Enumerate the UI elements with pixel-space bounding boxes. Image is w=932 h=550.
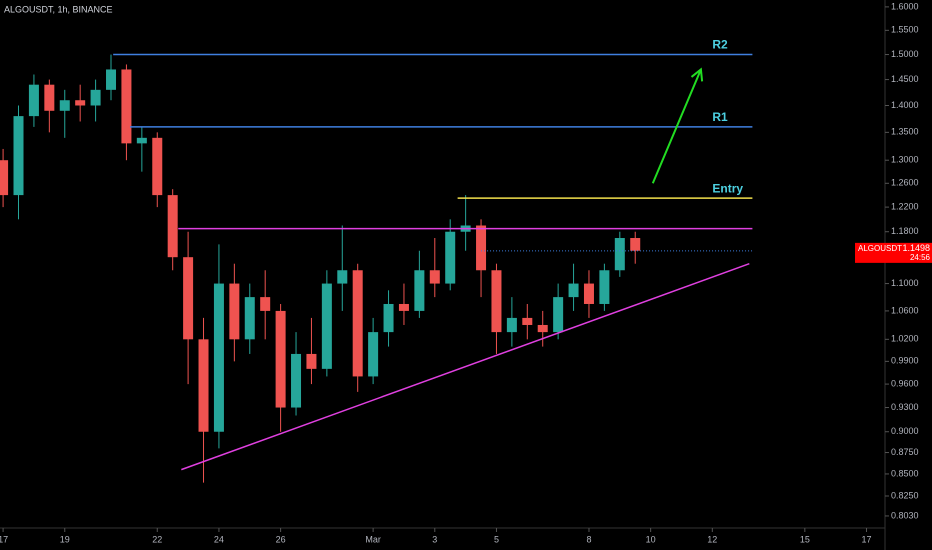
y-tick-label: 0.9000 (891, 426, 919, 436)
y-tick-label: 1.4500 (891, 74, 919, 84)
y-tick-label: 1.6000 (891, 1, 919, 11)
y-tick-label: 0.8500 (891, 468, 919, 478)
candle-body (229, 283, 240, 340)
candle-body (522, 317, 533, 325)
candle-body (13, 116, 24, 196)
candle-body (553, 297, 564, 333)
candle-body (75, 100, 86, 106)
candle-body (614, 238, 625, 271)
y-tick-label: 0.8750 (891, 447, 919, 457)
candle-body (352, 270, 363, 377)
y-tick-label: 1.5500 (891, 25, 919, 35)
candle-body (568, 283, 579, 298)
candle-body (260, 297, 271, 311)
candle-body (167, 195, 178, 258)
y-tick-label: 1.3500 (891, 127, 919, 137)
candle-body (275, 310, 286, 408)
y-tick-label: 1.1000 (891, 278, 919, 288)
candle-body (90, 89, 101, 106)
y-tick-label: 1.1800 (891, 226, 919, 236)
candle-body (291, 353, 302, 408)
y-tick-label: 1.3000 (891, 155, 919, 165)
candle-body (244, 297, 255, 340)
x-tick-label: 8 (586, 534, 591, 544)
candle-body (306, 353, 317, 369)
x-tick-label: 10 (646, 534, 656, 544)
price-label-box (855, 242, 932, 263)
y-tick-label: 0.9300 (891, 402, 919, 412)
candle-body (44, 84, 55, 111)
candle-body (321, 283, 332, 369)
x-tick-label: 24 (214, 534, 224, 544)
y-tick-label: 1.0200 (891, 334, 919, 344)
candle-body (368, 332, 379, 377)
candle-body (121, 69, 132, 144)
candle-body (383, 303, 394, 333)
level-label: R2 (712, 38, 728, 52)
candle-body (0, 160, 9, 196)
candle-body (106, 69, 117, 90)
candle-body (213, 283, 224, 432)
x-tick-label: 15 (800, 534, 810, 544)
x-tick-label: 26 (276, 534, 286, 544)
candle-body (198, 339, 209, 432)
y-tick-label: 1.5000 (891, 49, 919, 59)
arrow-head (690, 67, 704, 82)
candle-body (506, 317, 517, 333)
candle-body (599, 270, 610, 304)
chart-title: ALGOUSDT, 1h, BINANCE (4, 4, 113, 14)
arrow (651, 69, 702, 184)
y-tick-label: 1.0600 (891, 305, 919, 315)
trendline (181, 262, 750, 471)
y-tick-label: 0.8030 (891, 510, 919, 520)
x-tick-label: 17 (861, 534, 871, 544)
candle-body (59, 100, 70, 111)
y-tick-label: 0.9600 (891, 378, 919, 388)
candle-body (337, 270, 348, 284)
price-value: 1.1498 (902, 243, 930, 253)
level-label: Entry (712, 181, 743, 195)
candle-body (583, 283, 594, 304)
candle-body (476, 225, 487, 271)
candle-body (398, 303, 409, 311)
candle-body (630, 238, 641, 251)
level-label: R1 (712, 110, 728, 124)
y-tick-label: 0.9900 (891, 356, 919, 366)
price-symbol: ALGOUSDT (858, 244, 902, 253)
candle-body (152, 137, 163, 196)
price-countdown: 24:56 (910, 253, 931, 262)
candle-body (136, 137, 147, 144)
x-tick-label: 5 (494, 534, 499, 544)
x-tick-label: 22 (152, 534, 162, 544)
candle-body (491, 270, 502, 333)
x-tick-label: Mar (365, 534, 381, 544)
candle-body (445, 231, 456, 284)
candle-body (183, 257, 194, 340)
y-tick-label: 1.2200 (891, 201, 919, 211)
x-tick-label: 17 (0, 534, 8, 544)
candle-body (28, 84, 39, 117)
candle-body (537, 324, 548, 333)
y-tick-label: 1.4000 (891, 100, 919, 110)
candle-body (429, 270, 440, 284)
candle-body (414, 270, 425, 311)
x-tick-label: 12 (707, 534, 717, 544)
y-tick-label: 0.8250 (891, 490, 919, 500)
x-tick-label: 19 (60, 534, 70, 544)
x-tick-label: 3 (432, 534, 437, 544)
y-tick-label: 1.2600 (891, 178, 919, 188)
